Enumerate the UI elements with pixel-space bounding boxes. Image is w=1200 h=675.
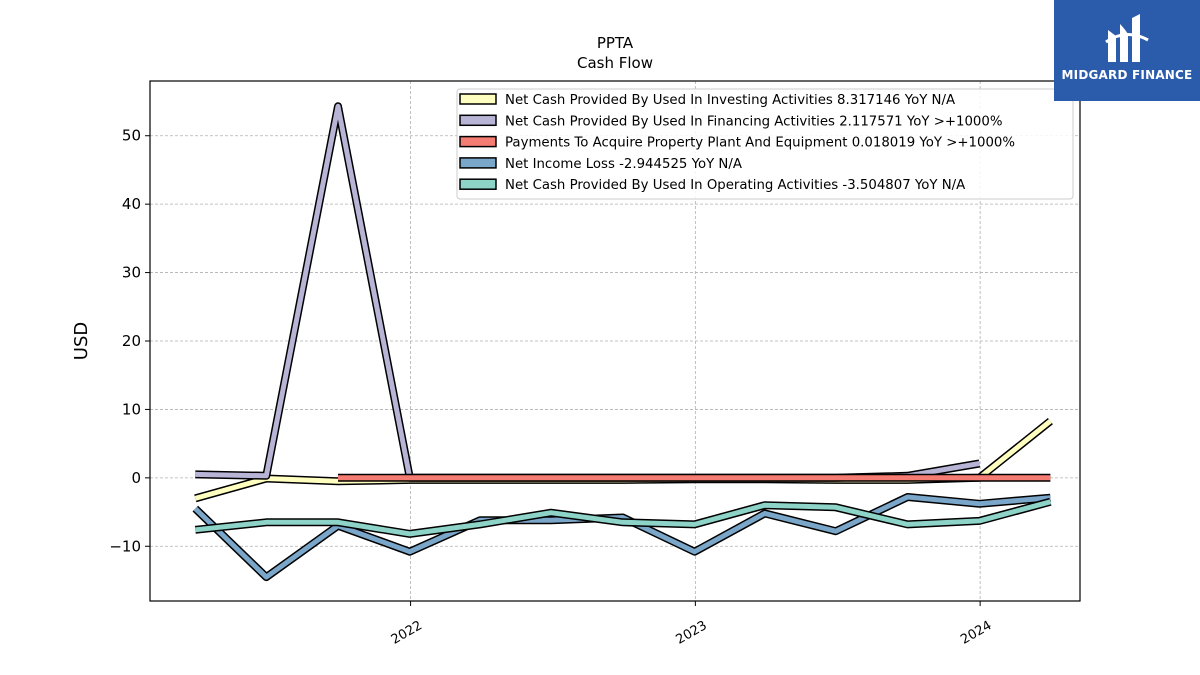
x-tick-label: 2023 [674, 618, 710, 648]
y-tick-label: 40 [122, 195, 141, 213]
legend-swatch [459, 157, 497, 169]
y-tick-label: −10 [109, 537, 141, 555]
legend-label: Net Income Loss -2.944525 YoY N/A [505, 157, 742, 172]
legend-label: Payments To Acquire Property Plant And E… [505, 136, 1015, 151]
y-tick-label: 10 [122, 400, 141, 418]
legend-swatch [459, 93, 497, 105]
legend-box [456, 88, 1074, 200]
series-line [194, 419, 1052, 501]
logo-text: MIDGARD FINANCE [1061, 68, 1193, 82]
brand-logo: MIDGARD FINANCE [1054, 0, 1200, 101]
legend-label: Net Cash Provided By Used In Operating A… [505, 178, 965, 193]
series-line [193, 494, 1051, 580]
series-lines [192, 102, 1053, 582]
y-tick-label: 20 [122, 332, 141, 350]
series-line [195, 499, 1052, 537]
legend: Net Cash Provided By Used In Investing A… [456, 88, 1074, 200]
chart-title: PPTA [597, 34, 634, 52]
chart-subtitle: Cash Flow [577, 54, 653, 72]
y-tick-label: 30 [122, 264, 141, 282]
series-outline [194, 417, 1053, 503]
legend-swatch [459, 114, 497, 127]
axis-ticks: −10 0 10 20 30 40 50 2022 2023 2024 [109, 127, 994, 648]
x-tick-label: 2024 [958, 618, 994, 648]
x-tick-label: 2022 [389, 618, 425, 648]
legend-swatch [459, 135, 497, 148]
y-tick-label: 50 [122, 127, 141, 145]
midgard-logo-icon [1105, 14, 1149, 62]
legend-label: Net Cash Provided By Used In Financing A… [505, 114, 1002, 129]
legend-swatch [459, 178, 497, 190]
y-tick-label: 0 [131, 469, 141, 487]
legend-label: Net Cash Provided By Used In Investing A… [505, 93, 955, 108]
y-axis-label: USD [71, 322, 92, 360]
